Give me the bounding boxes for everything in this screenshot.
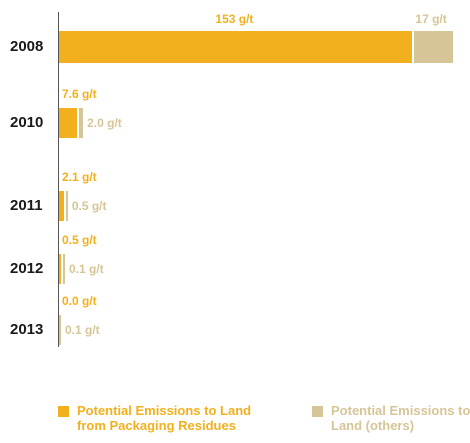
legend-label-packaging: Potential Emissions to Land from Packagi… (77, 403, 277, 433)
value-label-others-2011: 0.5 g/t (72, 199, 107, 213)
year-label-2008: 2008 (10, 39, 50, 55)
bar-packaging-2010 (59, 108, 77, 138)
year-label-2013: 2013 (10, 322, 50, 338)
value-label-others-2010: 2.0 g/t (87, 116, 122, 130)
legend-swatch-packaging (58, 406, 69, 417)
value-label-others-2008: 17 g/t (415, 12, 446, 26)
value-label-others-2012: 0.1 g/t (69, 262, 104, 276)
legend-swatch-others (312, 406, 323, 417)
bar-others-2008 (414, 31, 453, 63)
bar-others-2013 (59, 315, 61, 345)
legend-item-others: Potential Emissions to Land (others) (312, 403, 470, 433)
bar-packaging-2011 (59, 191, 64, 221)
bar-others-2012 (63, 254, 65, 284)
bar-others-2010 (79, 108, 84, 138)
value-label-packaging-2012: 0.5 g/t (62, 233, 97, 247)
legend-item-packaging: Potential Emissions to Land from Packagi… (58, 403, 277, 433)
year-label-2012: 2012 (10, 261, 50, 277)
bar-packaging-2012 (59, 254, 61, 284)
value-label-packaging-2011: 2.1 g/t (62, 170, 97, 184)
value-label-packaging-2010: 7.6 g/t (62, 87, 97, 101)
value-label-packaging-2008: 153 g/t (215, 12, 253, 26)
year-label-2010: 2010 (10, 115, 50, 131)
value-label-others-2013: 0.1 g/t (65, 323, 100, 337)
value-label-packaging-2013: 0.0 g/t (62, 294, 97, 308)
year-label-2011: 2011 (10, 198, 50, 214)
bar-packaging-2008 (59, 31, 412, 63)
bar-others-2011 (66, 191, 68, 221)
legend-label-others: Potential Emissions to Land (others) (331, 403, 470, 433)
